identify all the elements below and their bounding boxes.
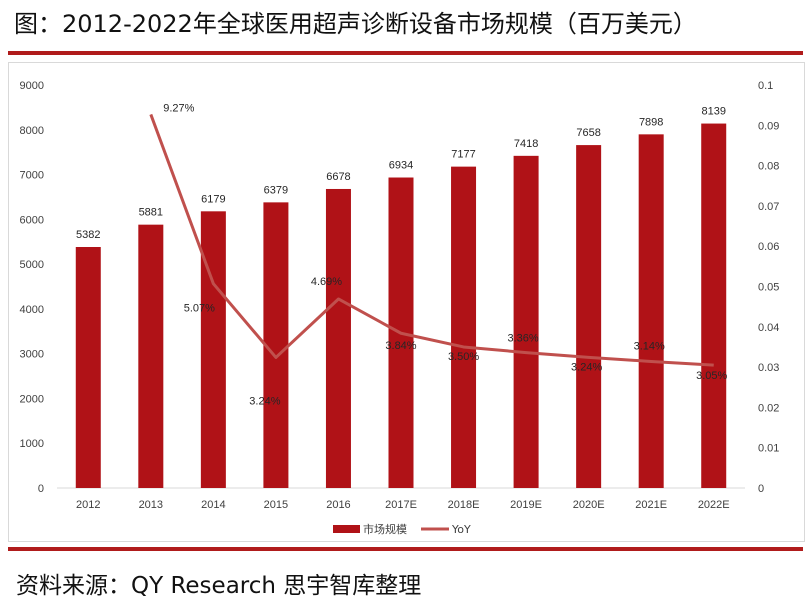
y2-axis-tick-label: 0.1 bbox=[758, 80, 773, 92]
bar bbox=[325, 188, 351, 488]
y2-axis-tick-label: 0.04 bbox=[758, 322, 779, 334]
bar-value-label: 6934 bbox=[389, 160, 413, 172]
x-axis-tick-label: 2020E bbox=[573, 499, 605, 511]
y2-axis-tick-label: 0.02 bbox=[758, 402, 779, 414]
y-axis-tick-label: 6000 bbox=[20, 214, 44, 226]
bar-value-label: 6179 bbox=[201, 193, 225, 205]
top-divider bbox=[8, 51, 803, 55]
y2-axis-tick-label: 0.06 bbox=[758, 241, 779, 253]
bar bbox=[451, 166, 477, 488]
bar-value-label: 5382 bbox=[76, 229, 100, 241]
yoy-value-label: 3.24% bbox=[249, 395, 280, 407]
y2-axis-tick-label: 0.05 bbox=[758, 282, 779, 294]
x-axis-tick-label: 2014 bbox=[201, 499, 225, 511]
bar-value-label: 7177 bbox=[451, 149, 475, 161]
y-axis-tick-label: 5000 bbox=[20, 259, 44, 271]
figure-title: 图：2012-2022年全球医用超声诊断设备市场规模（百万美元） bbox=[14, 10, 697, 38]
yoy-value-label: 3.50% bbox=[448, 351, 479, 363]
yoy-value-label: 3.05% bbox=[696, 370, 727, 382]
legend-label: 市场规模 bbox=[363, 522, 407, 536]
y2-axis-tick-label: 0 bbox=[758, 483, 764, 495]
bar bbox=[75, 247, 101, 488]
bar bbox=[200, 211, 226, 488]
y2-axis-tick-label: 0.07 bbox=[758, 201, 779, 213]
bar-value-label: 7418 bbox=[514, 138, 538, 150]
bar-value-label: 7658 bbox=[576, 127, 600, 139]
bar-value-label: 6379 bbox=[264, 184, 288, 196]
y-axis-tick-label: 1000 bbox=[20, 438, 44, 450]
x-axis-tick-label: 2021E bbox=[635, 499, 667, 511]
bar bbox=[638, 134, 664, 489]
yoy-value-label: 9.27% bbox=[163, 102, 194, 114]
legend-swatch-bar bbox=[333, 525, 360, 533]
yoy-value-label: 5.07% bbox=[184, 303, 215, 315]
y-axis-tick-label: 3000 bbox=[20, 349, 44, 361]
yoy-value-label: 3.84% bbox=[385, 340, 416, 352]
source-note: 资料来源：QY Research 思宇智库整理 bbox=[16, 573, 422, 599]
yoy-line bbox=[149, 113, 714, 367]
yoy-value-label: 4.69% bbox=[311, 276, 342, 288]
bar-value-label: 5881 bbox=[139, 207, 163, 219]
yoy-value-label: 3.14% bbox=[634, 340, 665, 352]
yoy-value-label: 3.36% bbox=[507, 333, 538, 345]
x-axis-tick-label: 2017E bbox=[385, 499, 417, 511]
chart-frame bbox=[8, 62, 805, 542]
bar bbox=[701, 123, 727, 489]
x-axis-tick-label: 2013 bbox=[139, 499, 163, 511]
x-axis-tick-label: 2012 bbox=[76, 499, 100, 511]
y2-axis-tick-label: 0.01 bbox=[758, 443, 779, 455]
bar bbox=[263, 202, 289, 488]
y-axis-tick-label: 0 bbox=[38, 483, 44, 495]
bottom-divider bbox=[8, 547, 803, 551]
y-axis-tick-label: 7000 bbox=[20, 170, 44, 182]
y2-axis-tick-label: 0.08 bbox=[758, 161, 779, 173]
x-axis-tick-label: 2015 bbox=[264, 499, 288, 511]
legend-label: YoY bbox=[451, 523, 471, 536]
bar bbox=[138, 224, 164, 488]
bar bbox=[576, 145, 602, 488]
y2-axis-tick-label: 0.03 bbox=[758, 362, 779, 374]
bar-value-label: 6678 bbox=[326, 171, 350, 183]
y-axis-tick-label: 9000 bbox=[20, 80, 44, 92]
y-axis-tick-label: 4000 bbox=[20, 304, 44, 316]
yoy-value-label: 3.24% bbox=[571, 361, 602, 373]
y2-axis-tick-label: 0.09 bbox=[758, 120, 779, 132]
x-axis-tick-label: 2016 bbox=[326, 499, 350, 511]
bar bbox=[513, 155, 539, 488]
x-axis-tick-label: 2018E bbox=[448, 499, 480, 511]
y-axis-tick-label: 2000 bbox=[20, 393, 44, 405]
x-axis-tick-label: 2022E bbox=[698, 499, 730, 511]
x-axis-tick-label: 2019E bbox=[510, 499, 542, 511]
y-axis-tick-label: 8000 bbox=[20, 125, 44, 137]
bar-value-label: 8139 bbox=[701, 106, 725, 118]
bar-value-label: 7898 bbox=[639, 116, 663, 128]
